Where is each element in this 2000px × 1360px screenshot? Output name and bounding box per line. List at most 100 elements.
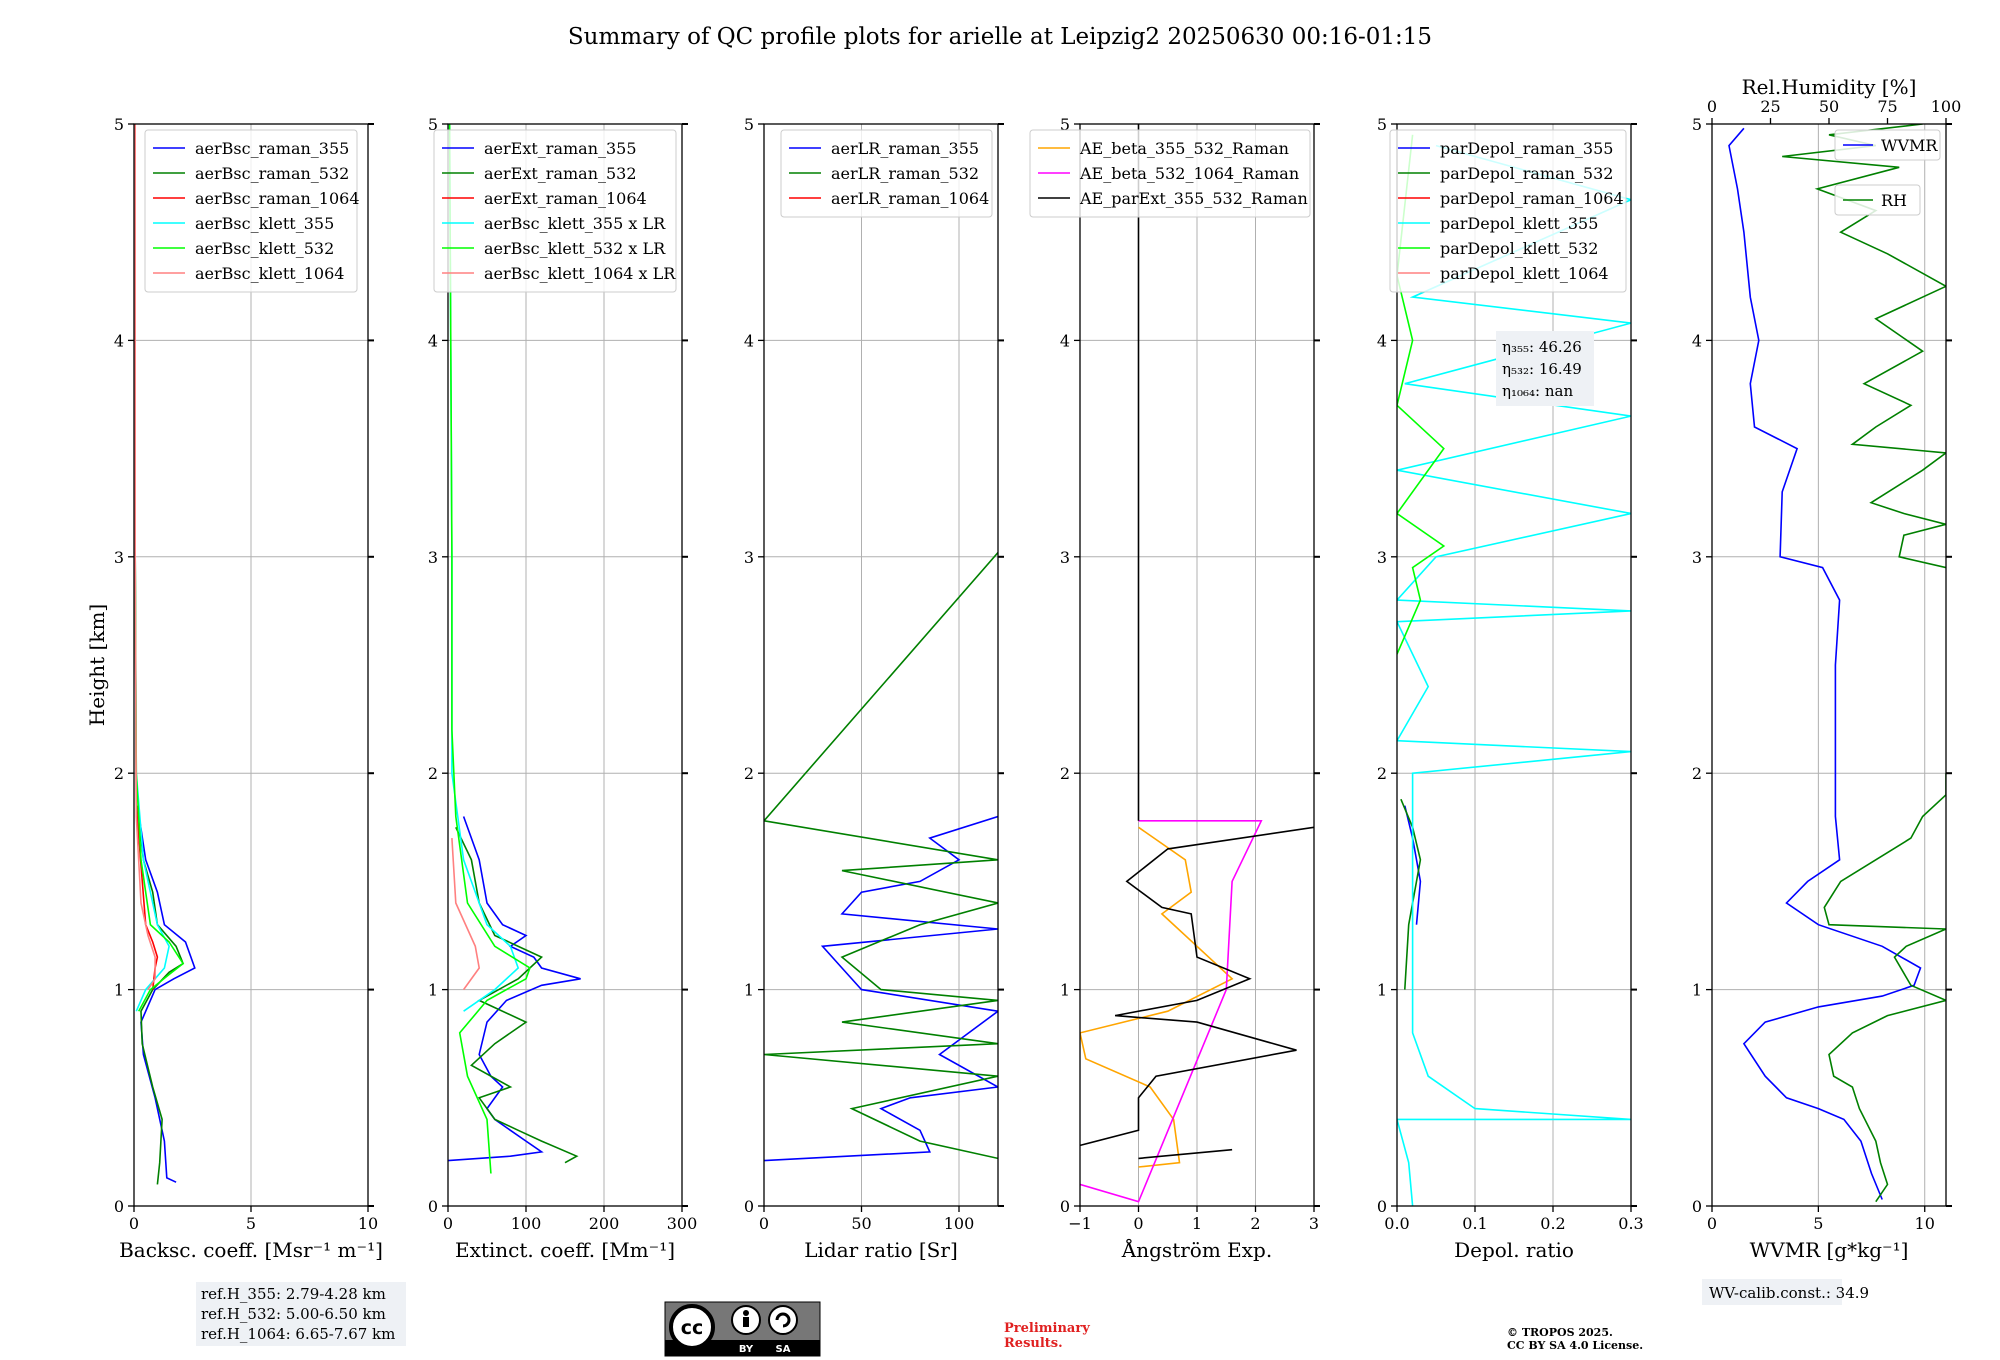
y-tick-label: 4 — [744, 331, 754, 350]
x-tick-label: 10 — [1915, 1214, 1935, 1233]
y-tick-label: 2 — [428, 764, 438, 783]
y-tick-label: 0 — [114, 1197, 124, 1216]
x2-tick-label: 100 — [1931, 97, 1962, 116]
legend-entry: parDepol_klett_1064 — [1440, 264, 1609, 283]
y-tick-label: 4 — [1692, 331, 1702, 350]
cc-license-badge: cc BY SA — [664, 1301, 821, 1357]
y-tick-label: 1 — [744, 981, 754, 1000]
y-tick-label: 0 — [1377, 1197, 1387, 1216]
series-pardepol-klett-532 — [1397, 134, 1446, 655]
legend-entry: parDepol_raman_1064 — [1440, 189, 1624, 208]
preliminary-line2: Results. — [1004, 1336, 1063, 1351]
legend-entry: parDepol_klett_532 — [1440, 239, 1598, 258]
series-aerext-raman-355 — [448, 816, 581, 1162]
panel-depol: 0.0 0.1 0.2 0.3 0 1 2 3 4 5 Depol. ratio parDepol_r… — [1377, 115, 1644, 1262]
x-tick-label: 0.3 — [1618, 1214, 1643, 1233]
y-tick-label: 1 — [1060, 981, 1070, 1000]
y-tick-label: 3 — [744, 548, 754, 567]
legend-entry: aerBsc_raman_532 — [195, 164, 349, 183]
x-tick-label: 0.2 — [1540, 1214, 1565, 1233]
legend-entry: parDepol_raman_355 — [1440, 139, 1613, 158]
legend-entry: aerBsc_klett_1064 — [195, 264, 344, 283]
x-tick-label: 3 — [1309, 1214, 1319, 1233]
copyright-line1: © TROPOS 2025. — [1507, 1326, 1613, 1339]
x-tick-label: 10 — [358, 1214, 378, 1233]
legend-entry: aerBsc_raman_1064 — [195, 189, 360, 208]
wv-calib-text: WV-calib.const.: 34.9 — [1709, 1284, 1869, 1302]
cc-sa-label: SA — [776, 1344, 791, 1355]
x-tick-label: 0 — [443, 1214, 453, 1233]
cc-by-label: BY — [739, 1344, 754, 1355]
eta-value: η₃₅₅: 46.26 — [1502, 338, 1582, 356]
y-tick-label: 4 — [1377, 331, 1387, 350]
copyright-line2: CC BY SA 4.0 License. — [1507, 1339, 1643, 1352]
x-tick-label: 1 — [1192, 1214, 1202, 1233]
plot-frame — [1396, 123, 1632, 1207]
legend: aerExt_raman_355 aerExt_raman_532 aerExt_r… — [433, 129, 677, 293]
x-axis-label: Extinct. coeff. [Mm⁻¹] — [455, 1238, 675, 1262]
x-axis-label: Backsc. coeff. [Msr⁻¹ m⁻¹] — [119, 1238, 383, 1262]
legend-rh: RH — [1834, 184, 1921, 216]
y-tick-label: 0 — [744, 1197, 754, 1216]
x-tick-label: 5 — [246, 1214, 256, 1233]
x-axis-label: Ångström Exp. — [1121, 1237, 1272, 1262]
eta-annotation: η₃₅₅: 46.26 η₅₃₂: 16.49 η₁₀₆₄: nan — [1496, 331, 1594, 406]
panel-lr: 0 50 100 0 1 2 3 4 5 Lidar ratio [Sr] aerLR_raman_… — [744, 115, 1004, 1262]
legend: aerBsc_raman_355 aerBsc_raman_532 aerBsc_r… — [144, 129, 360, 293]
wv-calib-note: WV-calib.const.: 34.9 — [1702, 1279, 1869, 1305]
y-tick-label: 4 — [114, 331, 124, 350]
refh-532: ref.H_532: 5.00-6.50 km — [201, 1305, 386, 1323]
refh-355: ref.H_355: 2.79-4.28 km — [201, 1285, 386, 1303]
x-tick-label: 200 — [589, 1214, 620, 1233]
x-tick-label: 2 — [1250, 1214, 1260, 1233]
legend-entry: WVMR — [1881, 136, 1938, 155]
y-tick-label: 4 — [1060, 331, 1070, 350]
legend-entry: aerExt_raman_355 — [484, 139, 637, 158]
legend-entry: aerBsc_klett_532 x LR — [484, 239, 666, 258]
legend-entry: AE_parExt_355_532_Raman — [1079, 189, 1308, 208]
y-tick-label: 3 — [114, 548, 124, 567]
x-tick-label: 0.1 — [1462, 1214, 1487, 1233]
x2-tick-label: 0 — [1707, 97, 1717, 116]
legend-entry: aerLR_raman_532 — [831, 164, 979, 183]
x2-tick-label: 25 — [1760, 97, 1780, 116]
y-tick-label: 0 — [428, 1197, 438, 1216]
legend-entry: aerLR_raman_355 — [831, 139, 979, 158]
y-tick-label: 1 — [1692, 981, 1702, 1000]
legend-entry: parDepol_klett_355 — [1440, 214, 1598, 233]
figure-title: Summary of QC profile plots for arielle … — [568, 24, 1432, 50]
plot-frame — [763, 123, 999, 1207]
legend-entry: aerExt_raman_1064 — [484, 189, 647, 208]
y-tick-label: 1 — [1377, 981, 1387, 1000]
x-tick-label: 100 — [511, 1214, 542, 1233]
y-tick-label: 5 — [1060, 115, 1070, 134]
series-aerbsc-klett-1064 — [134, 124, 156, 991]
y-tick-label: 5 — [744, 115, 754, 134]
refh-note: ref.H_355: 2.79-4.28 km ref.H_532: 5.00-… — [196, 1282, 406, 1346]
panel-ext: 0 100 200 300 0 1 2 3 4 5 Extinct. coeff. [Mm⁻¹] ae… — [428, 115, 697, 1262]
y-tick-label: 2 — [114, 764, 124, 783]
y-tick-label: 1 — [114, 981, 124, 1000]
series-wvmr — [1728, 127, 1922, 1200]
y-tick-label: 5 — [1692, 115, 1702, 134]
legend-entry: aerBsc_klett_1064 x LR — [484, 264, 676, 283]
x-tick-label: 300 — [667, 1214, 698, 1233]
x-tick-label: 100 — [944, 1214, 975, 1233]
legend-entry: aerExt_raman_532 — [484, 164, 637, 183]
y-tick-label: 3 — [1692, 548, 1702, 567]
legend-entry: RH — [1881, 191, 1907, 210]
y-tick-label: 2 — [1692, 764, 1702, 783]
x2-tick-label: 50 — [1819, 97, 1839, 116]
y-tick-label: 1 — [428, 981, 438, 1000]
series-aerlr-raman-532 — [764, 551, 998, 1160]
y-tick-label: 0 — [1060, 1197, 1070, 1216]
y-axis-label: Height [km] — [85, 604, 109, 726]
panel-bsc: 0 5 10 0 1 2 3 4 5 Backsc. coeff. [Msr⁻¹ m⁻¹] Heig… — [85, 115, 383, 1262]
y-tick-label: 5 — [114, 115, 124, 134]
x-tick-label: 0 — [759, 1214, 769, 1233]
legend-entry: parDepol_raman_532 — [1440, 164, 1613, 183]
series-pardepol-klett-355 — [1397, 144, 1631, 1206]
y-tick-label: 3 — [428, 548, 438, 567]
